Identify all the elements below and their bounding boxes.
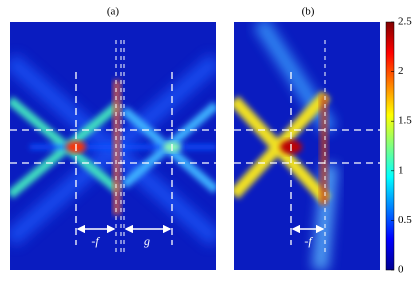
field-map xyxy=(234,22,380,270)
field-map xyxy=(10,22,216,270)
annotation: -f xyxy=(91,234,100,248)
colorbar-ticks: 0 0.5 1 1.5 2 2.5 xyxy=(391,16,412,276)
tick-label: 1 xyxy=(398,164,404,176)
panel-label: (b) xyxy=(302,6,315,18)
annotation: g xyxy=(144,234,150,248)
colorbar xyxy=(385,21,395,271)
annotation: -f xyxy=(304,234,313,248)
tick-label: 1.5 xyxy=(398,115,412,127)
tick-label: 0.5 xyxy=(398,214,412,226)
panel-label: (a) xyxy=(107,6,120,18)
tick-label: 2.5 xyxy=(398,16,412,28)
tick-label: 0 xyxy=(398,264,404,276)
tick-label: 2 xyxy=(398,65,404,77)
